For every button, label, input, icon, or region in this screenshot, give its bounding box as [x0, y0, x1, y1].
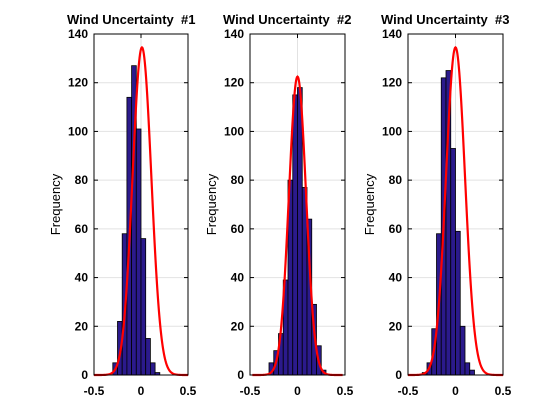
- x-tick-label: 0: [452, 384, 459, 398]
- normal-fit-curve: [252, 75, 343, 377]
- y-tick-label: 20: [75, 319, 89, 333]
- y-tick-label: 20: [231, 319, 245, 333]
- y-tick-label: 40: [75, 271, 89, 285]
- y-axis-label: Frequency: [362, 173, 377, 235]
- y-tick-label: 80: [75, 173, 89, 187]
- chart-title: Wind Uncertainty #2: [223, 12, 351, 27]
- histogram-bar: [149, 362, 156, 376]
- x-tick-label: 0: [138, 384, 145, 398]
- y-tick-label: 140: [224, 27, 244, 41]
- x-tick-label: -0.5: [398, 384, 419, 398]
- y-tick-label: 100: [224, 124, 244, 138]
- histogram-bar: [292, 94, 298, 376]
- histogram-bar: [135, 128, 142, 376]
- y-tick-label: 80: [389, 173, 403, 187]
- y-tick-label: 140: [68, 27, 88, 41]
- x-tick-label: 0: [294, 384, 301, 398]
- histogram-panel-1: 0 20 40 60 80 100 120 140 -0.5 0 0.5 Wind Uncertain…: [48, 12, 197, 398]
- histogram-bar: [450, 148, 456, 376]
- y-tick-label: 100: [68, 124, 88, 138]
- y-tick-label: 40: [231, 271, 245, 285]
- x-tick-label: -0.5: [84, 384, 105, 398]
- histogram-bar: [297, 87, 303, 376]
- y-tick-label: 140: [382, 27, 402, 41]
- normal-fit-curve: [94, 45, 188, 377]
- normal-fit-curve: [408, 45, 503, 377]
- y-axis-label: Frequency: [204, 173, 219, 235]
- histogram-bar: [459, 325, 466, 376]
- y-tick-label: 40: [389, 271, 403, 285]
- y-tick-label: 120: [382, 76, 402, 90]
- histogram-bar: [455, 230, 461, 376]
- histogram-bar: [469, 369, 475, 376]
- y-tick-label: 120: [68, 76, 88, 90]
- y-tick-label: 0: [237, 368, 244, 382]
- histogram-bar: [140, 238, 147, 376]
- y-tick-label: 0: [81, 368, 88, 382]
- x-tick-label: -0.5: [240, 384, 261, 398]
- y-tick-label: 0: [395, 368, 402, 382]
- y-tick-label: 20: [389, 319, 403, 333]
- y-tick-label: 60: [75, 222, 89, 236]
- chart-title: Wind Uncertainty #3: [381, 12, 509, 27]
- y-tick-label: 100: [382, 124, 402, 138]
- y-tick-label: 80: [231, 173, 245, 187]
- y-tick-label: 60: [231, 222, 245, 236]
- histogram-panel-2: 0 20 40 60 80 100 120 140 -0.5 0 0.5 Wind Uncertain…: [204, 12, 354, 398]
- x-tick-label: 0.5: [337, 384, 354, 398]
- y-tick-label: 120: [224, 76, 244, 90]
- histogram-bar: [464, 362, 471, 376]
- y-axis-label: Frequency: [48, 173, 63, 235]
- x-tick-label: 0.5: [495, 384, 512, 398]
- y-tick-label: 60: [389, 222, 403, 236]
- histogram-bar: [145, 338, 151, 376]
- chart-title: Wind Uncertainty #1: [67, 12, 195, 27]
- histogram-panel-3: 0 20 40 60 80 100 120 140 -0.5 0 0.5 Wind Uncertain…: [362, 12, 512, 398]
- x-tick-label: 0.5: [180, 384, 197, 398]
